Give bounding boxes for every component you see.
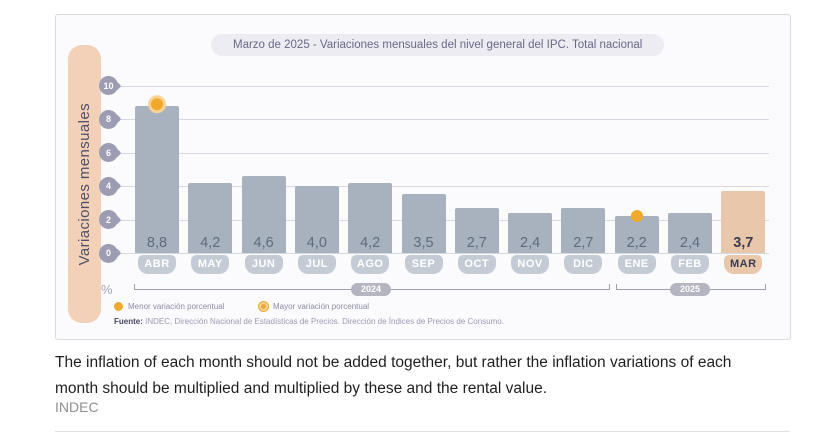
chart-title: Marzo de 2025 - Variaciones mensuales de… [211, 34, 665, 56]
min-variation-dot-icon [114, 302, 123, 311]
min-variation-marker-icon [630, 210, 643, 223]
bar-value-ago: 4,2 [360, 234, 381, 251]
bar-value-jul: 4,0 [306, 235, 327, 251]
month-pill-mar: MAR [724, 255, 763, 274]
month-pill-oct: OCT [457, 255, 496, 274]
source-note-prefix: Fuente: [114, 317, 143, 326]
bar-value-mar: 3,7 [733, 234, 754, 251]
bar-value-nov: 2,4 [520, 234, 541, 251]
month-pill-dic: DIC [564, 255, 603, 274]
y-tick-10: 10 [99, 76, 118, 95]
max-variation-marker-icon [148, 94, 166, 113]
legend-item-min: Menor variación porcentual [114, 302, 225, 311]
gridline-6 [116, 152, 769, 154]
bar-oct: 2,7 [454, 207, 499, 253]
y-axis-band: Variaciones mensuales [68, 45, 101, 323]
source-note: Fuente: INDEC, Dirección Nacional de Est… [114, 317, 504, 326]
y-tick-4: 4 [99, 176, 118, 196]
y-tick-0: 0 [99, 243, 118, 263]
gridline-4 [116, 186, 769, 187]
legend-item-max: Mayor variación porcentual [259, 302, 369, 311]
bar-value-feb: 2,4 [679, 234, 701, 251]
gridline-0 [116, 253, 769, 254]
bar-abr: 8,8 [135, 94, 179, 253]
gridline-10 [116, 85, 769, 87]
bar-may: 4,2 [188, 182, 233, 253]
ipc-chart-card: Variaciones mensuales Marzo de 2025 - Va… [55, 14, 791, 340]
bar-ago: 4,2 [348, 182, 393, 253]
legend-min-label: Menor variación porcentual [128, 302, 225, 311]
month-pill-ene: ENE [617, 255, 656, 274]
month-pill-may: MAY [191, 255, 230, 274]
month-pill-jul: JUL [297, 255, 336, 274]
bar-ene: 2,2 [614, 210, 659, 253]
bar-value-ene: 2,2 [626, 234, 647, 251]
month-pill-sep: SEP [404, 255, 443, 274]
caption-source: INDEC [55, 399, 99, 415]
bar-nov: 2,4 [508, 212, 553, 253]
y-tick-8: 8 [99, 109, 118, 129]
bar-dic: 2,7 [561, 207, 606, 253]
bar-feb: 2,4 [668, 212, 712, 253]
month-pill-feb: FEB [671, 255, 709, 274]
bar-value-sep: 3,5 [413, 235, 434, 251]
bar-value-dic: 2,7 [573, 234, 594, 251]
month-pill-abr: ABR [138, 255, 176, 274]
source-note-text: INDEC, Dirección Nacional de Estadística… [142, 317, 504, 326]
bar-sep: 3,5 [401, 194, 446, 253]
bar-value-jun: 4,6 [253, 234, 274, 251]
percent-symbol: % [101, 282, 113, 297]
y-tick-6: 6 [99, 143, 118, 162]
y-tick-2: 2 [99, 210, 118, 229]
max-variation-dot-icon [259, 302, 268, 311]
y-axis-label: Variaciones mensuales [76, 102, 93, 266]
year-pill-2025: 2025 [670, 283, 710, 296]
bottom-divider [55, 431, 790, 432]
bar-value-abr: 8,8 [146, 234, 168, 251]
bar-value-may: 4,2 [200, 234, 221, 251]
bar-jul: 4,0 [294, 186, 339, 253]
bar-value-oct: 2,7 [466, 234, 487, 251]
bar-jun: 4,6 [241, 175, 286, 253]
month-pill-nov: NOV [511, 255, 550, 274]
year-pill-2024: 2024 [351, 283, 391, 296]
bar-mar: 3,7 [721, 191, 766, 253]
legend-max-label: Mayor variación porcentual [273, 302, 370, 311]
month-pill-ago: AGO [351, 255, 390, 274]
caption-text: The inflation of each month should not b… [55, 354, 732, 397]
gridline-8 [116, 119, 769, 120]
month-pill-jun: JUN [244, 255, 283, 274]
